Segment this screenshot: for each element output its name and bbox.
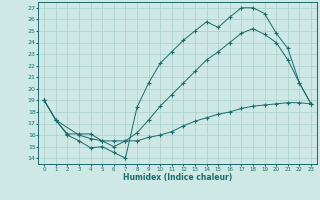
X-axis label: Humidex (Indice chaleur): Humidex (Indice chaleur) <box>123 173 232 182</box>
